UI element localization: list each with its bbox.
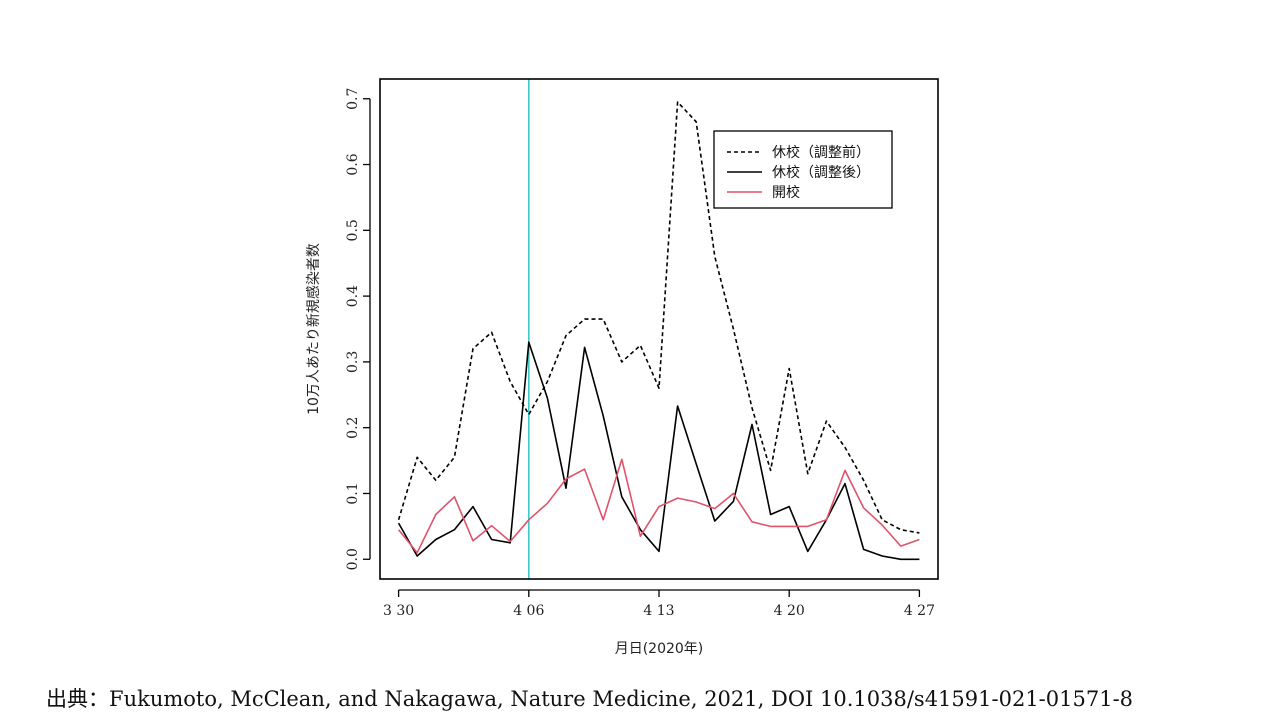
series-line-1: [397, 341, 920, 561]
series-line-0: [397, 101, 920, 534]
x-tick-label: 4 06: [513, 603, 544, 619]
x-tick-label: 4 13: [643, 603, 674, 619]
y-tick-label: 0.1: [345, 482, 361, 504]
legend-label-2: 開校: [772, 184, 800, 201]
x-axis-title: 月日(2020年): [615, 641, 704, 657]
legend-label-1: 休校（調整後）: [772, 164, 870, 181]
y-tick-label: 0.0: [345, 548, 361, 570]
x-tick-label: 3 30: [383, 603, 414, 619]
x-tick-label: 4 27: [904, 603, 935, 619]
y-tick-label: 0.5: [345, 219, 361, 241]
y-tick-label: 0.6: [345, 153, 361, 175]
y-tick-label: 0.4: [345, 285, 361, 307]
y-axis-title: 10万人あたり新規感染者数: [305, 243, 322, 415]
marks-layer: [397, 79, 920, 579]
source-citation: 出典：Fukumoto, McClean, and Nakagawa, Natu…: [46, 687, 1134, 711]
series-line-2: [397, 458, 920, 554]
plot-frame: [379, 78, 939, 580]
x-tick-label: 4 20: [774, 603, 805, 619]
y-tick-label: 0.2: [345, 417, 361, 439]
y-tick-label: 0.7: [345, 88, 361, 110]
axes-layer: 3 30 4 06 4 13 4 20 4 27 0.0 0.1 0.2 0.3 0.4 0.5 0.…: [345, 88, 935, 619]
legend-box: [713, 130, 893, 209]
y-tick-label: 0.3: [345, 351, 361, 373]
legend: 休校（調整前） 休校（調整後） 開校: [713, 130, 893, 209]
legend-label-0: 休校（調整前）: [772, 144, 870, 161]
